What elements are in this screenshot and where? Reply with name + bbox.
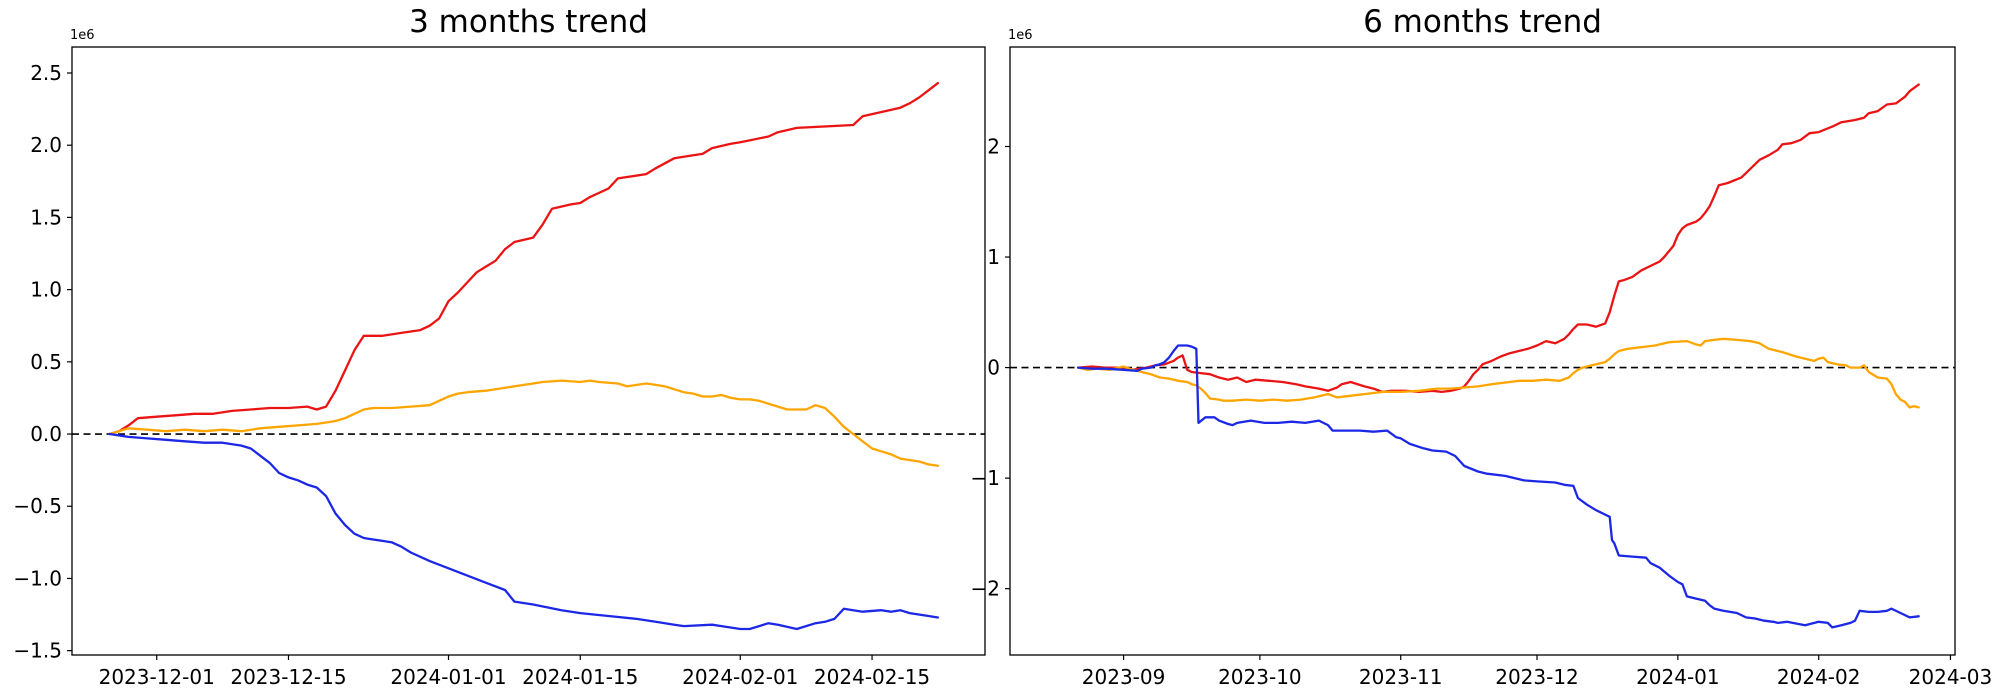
x-tick-label: 2023-12-15 <box>230 665 346 689</box>
y-tick-label: 1.0 <box>30 278 62 302</box>
y-tick-label: 1.5 <box>30 205 62 229</box>
y-tick-label: −1.0 <box>13 566 62 590</box>
series-blue-line <box>1076 344 1920 629</box>
y-tick-label: −2 <box>971 577 1000 601</box>
x-tick-label: 2024-01-01 <box>390 665 506 689</box>
y-tick-label: 0.0 <box>30 422 62 446</box>
y-axis-offset-label-left: 1e6 <box>70 28 95 43</box>
y-tick-label: 0.5 <box>30 350 62 374</box>
y-tick-label: 2.0 <box>30 133 62 157</box>
y-tick-label: 2.5 <box>30 61 62 85</box>
x-tick-label: 2024-01-15 <box>522 665 638 689</box>
chart-title-3-months: 3 months trend <box>409 4 648 40</box>
x-tick-label: 2023-10 <box>1218 665 1302 689</box>
y-tick-label: 2 <box>987 134 1000 158</box>
series-red-line <box>1076 83 1920 394</box>
chart-1: 2 1 0 −1 −2 2023-09 2023-10 2023-11 2023-12 2024-… <box>971 46 1993 689</box>
y-tick-label: −0.5 <box>13 494 62 518</box>
x-tick-label: 2024-01 <box>1636 665 1720 689</box>
y-tick-label: 0 <box>987 356 1000 380</box>
x-tick-label: 2024-02 <box>1777 665 1861 689</box>
axes-frame <box>1009 46 1956 656</box>
chart-title-6-months: 6 months trend <box>1363 4 1602 40</box>
series-blue-line <box>108 432 940 631</box>
axes-frame <box>71 46 986 656</box>
x-tick-label: 2024-03 <box>1909 665 1993 689</box>
y-axis-offset-label-right: 1e6 <box>1008 28 1033 43</box>
series-orange-line <box>108 379 940 467</box>
series-orange-line <box>1076 337 1920 409</box>
y-tick-label: 1 <box>987 245 1000 269</box>
y-tick-label: −1.5 <box>13 639 62 663</box>
series-red-line <box>108 81 940 436</box>
x-tick-label: 2023-12 <box>1495 665 1579 689</box>
chart-0: 2.5 2.0 1.5 1.0 0.5 0.0 −0.5 −1.0 −1.5 2023-12-01… <box>13 46 986 689</box>
x-tick-label: 2024-02-01 <box>682 665 798 689</box>
x-tick-label: 2023-12-01 <box>99 665 215 689</box>
x-tick-label: 2023-11 <box>1359 665 1443 689</box>
x-tick-label: 2023-09 <box>1082 665 1166 689</box>
y-tick-label: −1 <box>971 466 1000 490</box>
x-tick-label: 2024-02-15 <box>814 665 930 689</box>
